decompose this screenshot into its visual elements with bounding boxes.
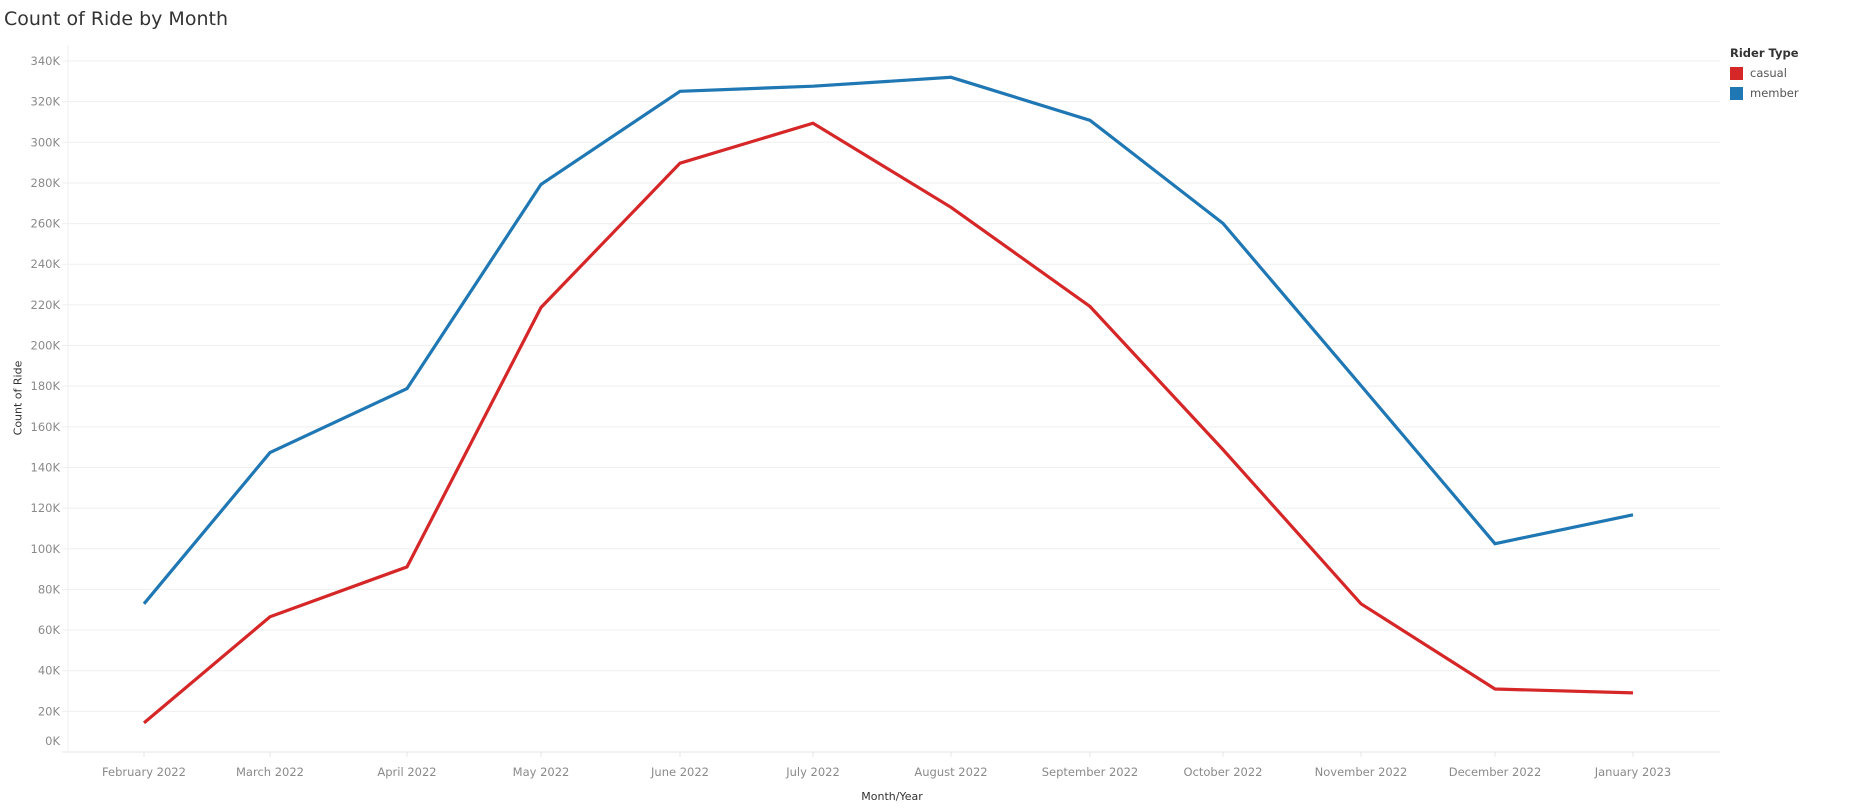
chart-title: Count of Ride by Month: [4, 8, 228, 30]
y-tick-label: 80K: [38, 582, 61, 596]
y-tick-label: 320K: [31, 95, 61, 109]
legend-item-casual[interactable]: casual: [1730, 63, 1799, 83]
y-tick-label: 100K: [31, 542, 61, 556]
casual-color-swatch: [1730, 66, 1743, 80]
x-tick-label: July 2022: [785, 765, 840, 779]
y-tick-label: 120K: [31, 501, 61, 515]
y-tick-label: 20K: [38, 704, 61, 718]
y-tick-label: 40K: [38, 664, 61, 678]
y-tick-label: 280K: [31, 176, 61, 190]
x-axis-title: Month/Year: [861, 790, 923, 803]
legend-item-member[interactable]: member: [1730, 83, 1799, 103]
x-tick-label: September 2022: [1042, 765, 1139, 779]
y-axis: 0K 20K 40K 60K 80K 100K 120K 140K 160K 180K 200K 22…: [31, 54, 61, 748]
series-line-member[interactable]: [142, 75, 1634, 605]
y-tick-label: 60K: [38, 623, 61, 637]
x-tick-label: December 2022: [1449, 765, 1542, 779]
legend: Rider Type casual member: [1730, 46, 1799, 103]
y-tick-label: 160K: [31, 420, 61, 434]
member-color-swatch: [1730, 86, 1743, 100]
y-tick-label: 240K: [31, 257, 61, 271]
legend-title: Rider Type: [1730, 46, 1799, 60]
x-tick-label: August 2022: [914, 765, 987, 779]
y-tick-label: 340K: [31, 54, 61, 68]
x-tick-label: November 2022: [1315, 765, 1408, 779]
y-tick-label: 220K: [31, 298, 61, 312]
series-line-casual[interactable]: [142, 121, 1634, 725]
x-tick-label: February 2022: [102, 765, 186, 779]
gridlines: [62, 45, 1720, 753]
legend-label: casual: [1750, 66, 1787, 80]
y-axis-title: Count of Ride: [11, 360, 25, 436]
y-tick-label: 180K: [31, 379, 61, 393]
legend-label: member: [1750, 86, 1799, 100]
x-axis: February 2022 March 2022 April 2022 May 202…: [102, 752, 1671, 779]
x-tick-label: January 2023: [1594, 765, 1672, 779]
y-tick-label: 0K: [45, 734, 60, 748]
x-tick-label: June 2022: [650, 765, 709, 779]
x-tick-label: April 2022: [377, 765, 436, 779]
y-tick-label: 260K: [31, 217, 61, 231]
x-tick-label: May 2022: [513, 765, 570, 779]
series-lines: [142, 75, 1634, 725]
y-tick-label: 300K: [31, 135, 61, 149]
y-tick-label: 200K: [31, 339, 61, 353]
x-tick-label: October 2022: [1184, 765, 1263, 779]
x-tick-label: March 2022: [236, 765, 304, 779]
y-tick-label: 140K: [31, 460, 61, 474]
